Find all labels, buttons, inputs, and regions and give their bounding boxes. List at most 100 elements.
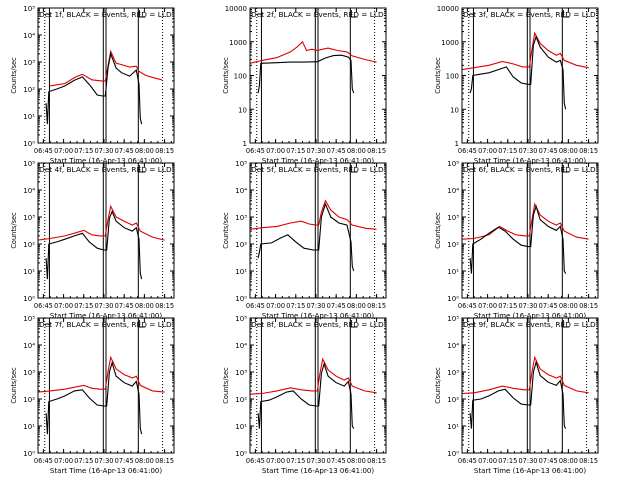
series-line-lld <box>50 49 163 87</box>
series-line-lld <box>250 357 377 395</box>
top-bracket-marker <box>350 165 358 173</box>
panel-title: Det 8f, BLACK = Events, RED = LLD <box>251 320 384 329</box>
y-tick-label: 10¹ <box>447 268 459 276</box>
y-axis-label: Counts/sec <box>10 57 18 94</box>
plot-frame <box>37 317 175 454</box>
x-tick-label: 07:00 <box>54 457 73 465</box>
detector-panel-7: 10⁰ 10¹ 10² 10³ 10⁴ 10⁵ 06:45 07:00 07:15 07:30 07… <box>10 315 175 475</box>
x-tick-label: 08:15 <box>155 457 174 465</box>
x-tick-label: 07:45 <box>327 147 346 155</box>
y-tick-label: 10000 <box>437 5 459 13</box>
y-tick-label: 10⁰ <box>447 450 459 458</box>
series-line-events <box>469 35 567 110</box>
x-tick-label: 07:45 <box>115 302 134 310</box>
y-axis-label: Counts/sec <box>434 367 442 404</box>
y-tick-label: 10⁰ <box>235 295 247 303</box>
x-tick-label: 06:45 <box>246 147 265 155</box>
y-tick-label: 10¹ <box>23 423 35 431</box>
top-bracket-marker <box>138 320 146 328</box>
x-tick-label: 07:30 <box>518 147 537 155</box>
detector-panel-5: 10⁰ 10¹ 10² 10³ 10⁴ 10⁵ 06:45 07:00 07:15 07:30 07… <box>222 160 387 320</box>
y-tick-label: 10¹ <box>235 268 247 276</box>
x-tick-label: 06:45 <box>34 147 53 155</box>
x-axis-label: Start Time (16-Apr-13 06:41:00) <box>474 467 586 475</box>
x-tick-label: 07:45 <box>327 302 346 310</box>
plot-frame <box>249 317 387 454</box>
x-tick-label: 08:15 <box>155 147 174 155</box>
y-tick-label: 10² <box>447 396 459 404</box>
series-line-events <box>257 362 355 429</box>
series-line-events <box>45 51 143 125</box>
y-tick-label: 1 <box>455 140 459 148</box>
x-tick-label: 08:00 <box>347 457 366 465</box>
y-tick-label: 10⁰ <box>447 295 459 303</box>
x-tick-label: 07:00 <box>54 302 73 310</box>
panel-title: Det 7f, BLACK = Events, RED = LLD <box>39 320 172 329</box>
x-axis-label: Start Time (16-Apr-13 06:41:00) <box>262 157 374 165</box>
x-tick-label: 08:15 <box>367 302 386 310</box>
y-tick-label: 10¹ <box>23 113 35 121</box>
x-tick-label: 07:00 <box>266 147 285 155</box>
x-tick-label: 08:00 <box>135 147 154 155</box>
x-axis-label: Start Time (16-Apr-13 06:41:00) <box>262 467 374 475</box>
y-tick-label: 10⁵ <box>23 315 35 323</box>
detector-panel-1: 10⁰ 10¹ 10² 10³ 10⁴ 10⁵ 06:45 07:00 07:15 07:30 07… <box>10 5 175 165</box>
y-tick-label: 10⁴ <box>447 342 459 350</box>
x-tick-label: 08:00 <box>559 302 578 310</box>
x-tick-label: 07:30 <box>94 457 113 465</box>
y-tick-label: 10⁵ <box>235 160 247 168</box>
y-tick-label: 10² <box>235 396 247 404</box>
x-tick-label: 06:45 <box>34 457 53 465</box>
series-line-events <box>469 360 567 429</box>
series-line-events <box>257 202 355 272</box>
x-tick-label: 07:15 <box>74 147 93 155</box>
y-tick-label: 10¹ <box>235 423 247 431</box>
y-tick-label: 100 <box>446 73 459 81</box>
x-tick-label: 07:15 <box>498 147 517 155</box>
top-bracket-marker <box>562 165 570 173</box>
y-tick-label: 10³ <box>23 59 35 67</box>
y-tick-label: 10⁴ <box>235 187 247 195</box>
x-tick-label: 07:30 <box>518 457 537 465</box>
x-tick-label: 06:45 <box>34 302 53 310</box>
series-line-lld <box>38 204 165 241</box>
top-bracket-marker <box>562 10 570 18</box>
panel-title: Det 4f, BLACK = Events, RED = LLD <box>39 165 172 174</box>
series-line-events <box>45 360 143 435</box>
y-tick-label: 10⁰ <box>23 295 35 303</box>
y-tick-label: 10⁵ <box>235 315 247 323</box>
x-tick-label: 07:15 <box>74 457 93 465</box>
detector-panel-3: 1 10 100 1000 10000 06:45 07:00 07:15 07:30 07:45… <box>434 5 599 165</box>
y-tick-label: 10¹ <box>23 268 35 276</box>
series-line-lld <box>462 355 589 395</box>
top-bracket-marker <box>350 320 358 328</box>
y-tick-label: 10⁰ <box>23 140 35 148</box>
panel-title: Det 9f, BLACK = Events, RED = LLD <box>463 320 596 329</box>
x-tick-label: 08:00 <box>347 147 366 155</box>
y-axis-label: Counts/sec <box>222 367 230 404</box>
x-tick-label: 06:45 <box>458 302 477 310</box>
x-axis-label: Start Time (16-Apr-13 06:41:00) <box>50 312 162 320</box>
y-axis-label: Counts/sec <box>222 57 230 94</box>
y-tick-label: 10³ <box>447 214 459 222</box>
x-tick-label: 07:45 <box>327 457 346 465</box>
y-tick-label: 10² <box>447 241 459 249</box>
x-tick-label: 07:00 <box>478 302 497 310</box>
series-line-lld <box>38 355 165 393</box>
x-tick-label: 07:00 <box>54 147 73 155</box>
y-tick-label: 1000 <box>441 39 459 47</box>
y-tick-label: 10² <box>235 241 247 249</box>
y-tick-label: 10⁴ <box>23 32 35 40</box>
plot-frame <box>37 7 175 144</box>
plot-frame <box>37 162 175 299</box>
detector-panel-4: 10⁰ 10¹ 10² 10³ 10⁴ 10⁵ 06:45 07:00 07:15 07:30 07… <box>10 160 175 320</box>
y-tick-label: 10⁵ <box>23 5 35 13</box>
y-axis-label: Counts/sec <box>434 212 442 249</box>
x-tick-label: 08:15 <box>367 457 386 465</box>
x-tick-label: 07:15 <box>74 302 93 310</box>
series-line-events <box>257 54 355 94</box>
y-tick-label: 10⁵ <box>23 160 35 168</box>
x-tick-label: 07:45 <box>115 457 134 465</box>
y-tick-label: 10⁵ <box>447 315 459 323</box>
